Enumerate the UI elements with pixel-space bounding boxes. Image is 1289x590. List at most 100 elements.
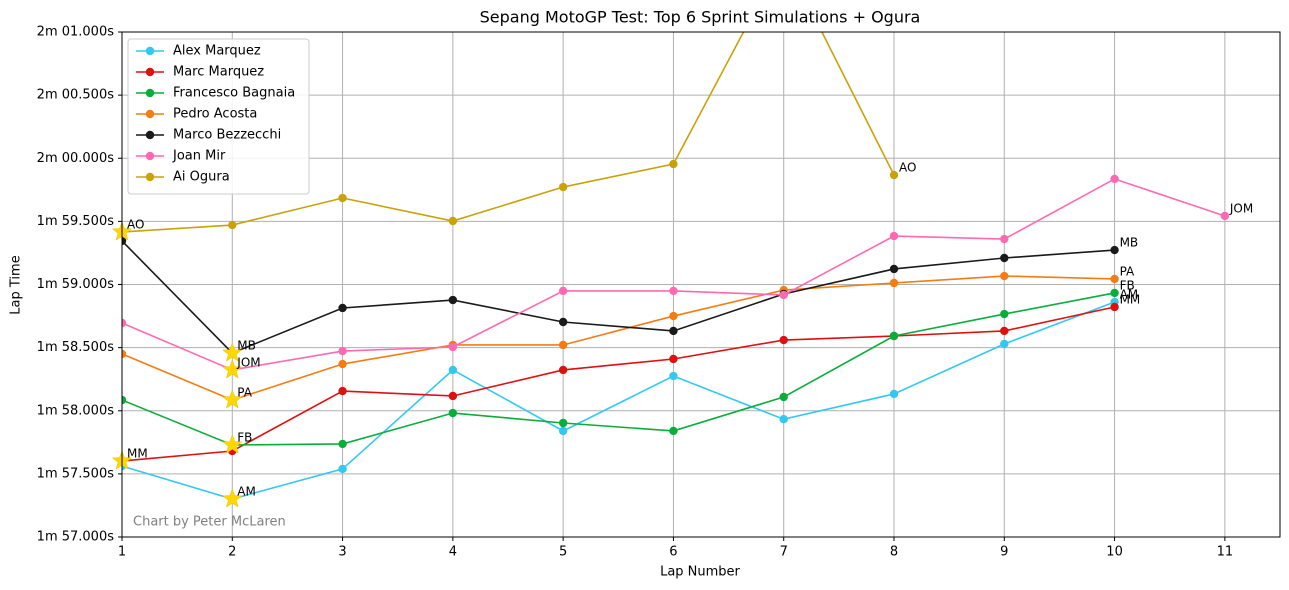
x-tick-label: 4	[449, 545, 457, 560]
legend-label: Marc Marquez	[173, 65, 264, 80]
y-tick-label: 1m 58.000s	[37, 403, 115, 418]
y-tick-label: 2m 01.000s	[37, 25, 115, 40]
series-line	[122, 306, 1115, 462]
point	[889, 264, 899, 274]
legend-marker	[145, 151, 155, 161]
legend-marker	[145, 109, 155, 119]
point	[779, 415, 788, 424]
point	[1110, 174, 1119, 184]
point	[669, 326, 678, 336]
point	[558, 317, 568, 327]
point	[1110, 288, 1119, 298]
series-line	[122, 275, 1115, 401]
legend-label: Alex Marquez	[173, 44, 261, 59]
point	[779, 392, 788, 402]
annotation-label: JOM	[236, 355, 260, 369]
point	[448, 365, 458, 375]
point	[558, 286, 568, 296]
annotation-label: FB	[1120, 278, 1135, 292]
point	[122, 318, 127, 328]
point	[448, 391, 458, 401]
x-tick-label: 11	[1217, 545, 1234, 560]
point	[889, 331, 899, 341]
legend-label: Ai Ogura	[173, 170, 230, 185]
point	[1000, 326, 1009, 336]
point	[669, 159, 678, 169]
point	[889, 231, 899, 241]
point	[558, 418, 568, 428]
point	[228, 220, 237, 230]
legend-label: Marco Bezzecchi	[173, 128, 281, 143]
point	[338, 346, 347, 356]
annotation-label: FB	[237, 430, 252, 444]
x-tick-label: 1	[118, 545, 126, 560]
legend-marker	[145, 46, 155, 56]
point	[338, 303, 347, 313]
point	[889, 170, 899, 180]
y-tick-label: 2m 00.000s	[37, 151, 115, 166]
fastest-lap-star	[222, 359, 243, 379]
point	[669, 354, 678, 364]
legend-label: Francesco Bagnaia	[173, 86, 295, 101]
point	[889, 389, 899, 399]
point	[558, 182, 568, 192]
point	[122, 349, 127, 359]
point	[448, 408, 458, 418]
y-tick-label: 2m 00.500s	[37, 88, 115, 103]
legend-marker	[145, 130, 155, 140]
legend: Alex Marquez Marc Marquez Francesco Bagnai…	[127, 38, 310, 195]
x-tick-label: 5	[559, 545, 567, 560]
x-axis-title: Lap Number	[660, 565, 740, 580]
annotation-label: MM	[1120, 292, 1141, 306]
y-tick-label: 1m 57.500s	[37, 466, 115, 481]
point	[1000, 234, 1009, 244]
point	[558, 365, 568, 375]
annotation-label: MM	[127, 446, 148, 460]
y-tick-label: 1m 59.500s	[37, 214, 115, 229]
fastest-lap-star	[222, 488, 243, 508]
x-tick-label: 7	[780, 545, 788, 560]
x-tick-label: 3	[338, 545, 346, 560]
point	[669, 426, 678, 436]
point	[448, 295, 458, 305]
point	[669, 311, 678, 321]
point	[338, 386, 347, 396]
point	[1000, 309, 1009, 319]
annotation-label: AM	[1120, 288, 1139, 302]
legend-marker	[145, 172, 155, 182]
series-line	[122, 301, 1115, 500]
chart-title: Sepang MotoGP Test: Top 6 Sprint Simulat…	[480, 8, 921, 27]
x-tick-label: 9	[1000, 545, 1008, 560]
grid: 1m 57.000s 1m 57.500s 1m 58.000s 1m 58.500s…	[37, 25, 1280, 560]
x-tick-label: 6	[669, 545, 677, 560]
annotation-label: AM	[237, 484, 256, 498]
point	[1220, 211, 1230, 221]
legend-label: Pedro Acosta	[173, 107, 257, 122]
series-line	[122, 292, 1115, 446]
point	[669, 371, 678, 381]
point	[558, 426, 568, 436]
point	[338, 464, 347, 474]
legend-box	[127, 38, 310, 195]
point	[122, 236, 127, 246]
plot-frame	[121, 31, 1281, 538]
y-tick-label: 1m 59.000s	[37, 277, 115, 292]
y-tick-label: 1m 58.500s	[37, 340, 115, 355]
x-tick-label: 8	[890, 545, 898, 560]
annotation-label: AO	[127, 217, 144, 231]
point	[779, 335, 788, 345]
point	[779, 290, 788, 300]
credit: Chart by Peter McLaren	[133, 515, 286, 530]
point	[448, 216, 458, 226]
point	[448, 342, 458, 352]
fastest-lap-star	[222, 389, 243, 409]
legend-marker	[145, 67, 155, 77]
point	[1000, 253, 1009, 263]
series-line	[122, 32, 895, 233]
annotation-label: PA	[237, 386, 252, 400]
annotation-label: JOM	[1229, 201, 1253, 215]
point	[669, 286, 678, 296]
annotation-label: AO	[899, 161, 916, 175]
fastest-lap-star	[222, 342, 243, 362]
